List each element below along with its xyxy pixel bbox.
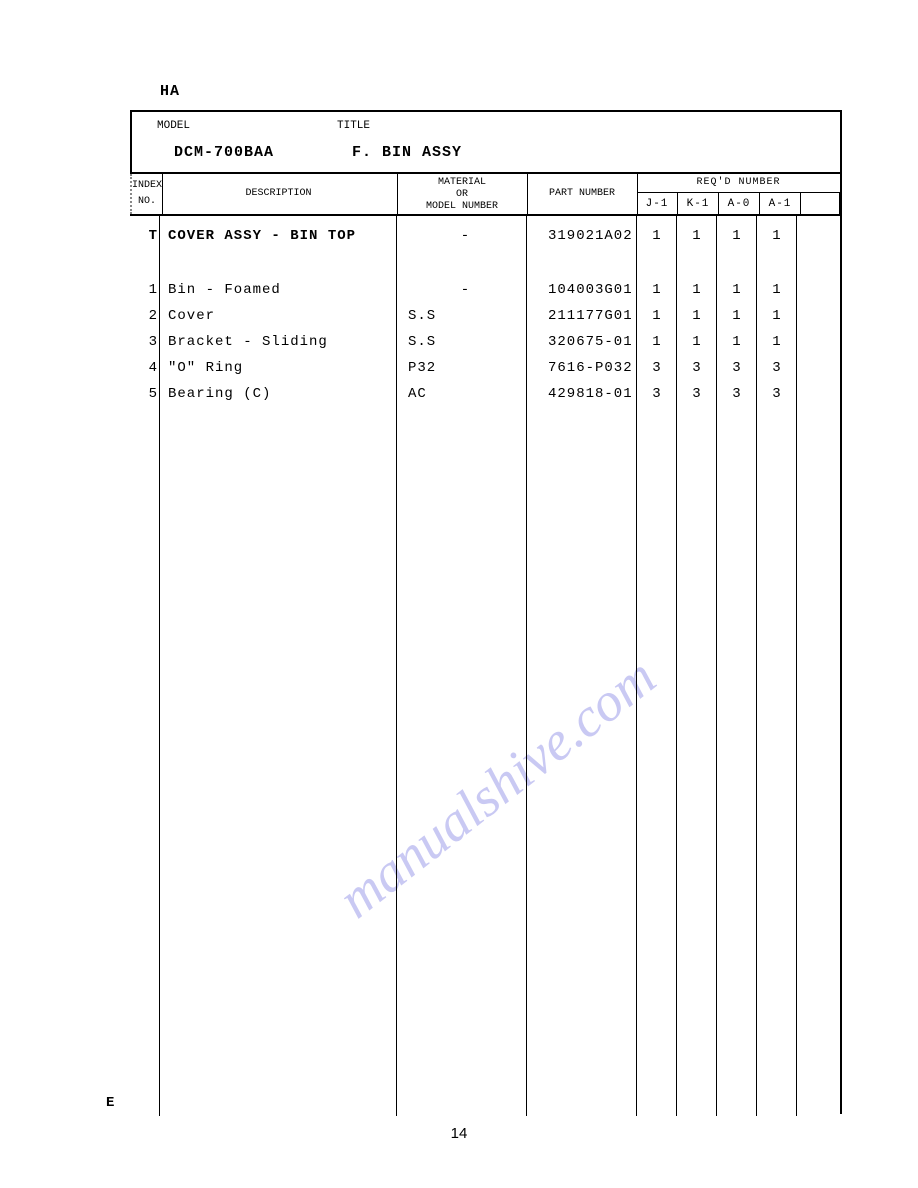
- title-value: F. BIN ASSY: [352, 144, 462, 161]
- cell-idx: T: [130, 228, 158, 244]
- cell-q3: 1: [757, 308, 797, 324]
- col-material: MATERIAL OR MODEL NUMBER: [397, 174, 528, 214]
- cell-q1: 1: [677, 282, 717, 298]
- cell-mat: S.S: [408, 308, 523, 324]
- col-reqd-header: REQ'D NUMBER: [637, 174, 840, 193]
- title-label: TITLE: [337, 120, 370, 132]
- cell-q2: 1: [717, 308, 757, 324]
- cell-q1: 1: [677, 228, 717, 244]
- cell-q0: 3: [637, 360, 677, 376]
- col-index: INDEX NO.: [130, 174, 163, 214]
- cell-mat: -: [408, 228, 523, 244]
- cell-q2: 1: [717, 334, 757, 350]
- cell-idx: 1: [130, 282, 158, 298]
- table-row: 2CoverS.S211177G011111: [130, 308, 840, 332]
- col-material-l1: MATERIAL: [397, 177, 527, 188]
- cell-q3: 1: [757, 228, 797, 244]
- cell-part: 104003G01: [548, 282, 643, 298]
- table-row: 4"O" RingP327616-P0323333: [130, 360, 840, 384]
- watermark: manualshive.com: [326, 645, 667, 931]
- cell-q0: 1: [637, 334, 677, 350]
- qty-col-2: A-0: [719, 193, 760, 215]
- data-area: manualshive.com TCOVER ASSY - BIN TOP-31…: [130, 216, 840, 1116]
- cell-q2: 1: [717, 282, 757, 298]
- cell-q1: 3: [677, 360, 717, 376]
- cell-q1: 1: [677, 334, 717, 350]
- cell-part: 7616-P032: [548, 360, 643, 376]
- qty-col-0: J-1: [637, 193, 678, 215]
- col-description: DESCRIPTION: [160, 174, 398, 214]
- col-index-l2: NO.: [132, 196, 162, 207]
- cell-idx: 3: [130, 334, 158, 350]
- cell-q1: 1: [677, 308, 717, 324]
- cell-q0: 1: [637, 282, 677, 298]
- model-label: MODEL: [157, 120, 190, 132]
- table-row: 1Bin - Foamed-104003G011111: [130, 282, 840, 306]
- col-reqd-subcols: J-1 K-1 A-0 A-1: [637, 193, 840, 215]
- parts-table-box: MODEL DCM-700BAA TITLE F. BIN ASSY INDEX…: [130, 110, 842, 1114]
- qty-col-spare: [801, 193, 840, 215]
- cell-mat: -: [408, 282, 523, 298]
- page: HA MODEL DCM-700BAA TITLE F. BIN ASSY IN…: [0, 0, 918, 1188]
- cell-desc: Bin - Foamed: [168, 282, 393, 298]
- cell-q2: 3: [717, 386, 757, 402]
- cell-desc: Bracket - Sliding: [168, 334, 393, 350]
- cell-part: 429818-01: [548, 386, 643, 402]
- side-marker: E: [106, 1095, 114, 1111]
- cell-q0: 3: [637, 386, 677, 402]
- qty-col-3: A-1: [760, 193, 801, 215]
- cell-q3: 3: [757, 360, 797, 376]
- cell-q3: 1: [757, 334, 797, 350]
- cell-q2: 1: [717, 228, 757, 244]
- page-number: 14: [0, 1125, 918, 1142]
- column-headers: INDEX NO. DESCRIPTION MATERIAL OR MODEL …: [130, 174, 840, 216]
- cell-desc: Bearing (C): [168, 386, 393, 402]
- cell-q1: 3: [677, 386, 717, 402]
- cell-q2: 3: [717, 360, 757, 376]
- cell-q0: 1: [637, 308, 677, 324]
- col-part-number: PART NUMBER: [527, 174, 638, 214]
- col-index-l1: INDEX: [132, 180, 162, 191]
- cell-q3: 1: [757, 282, 797, 298]
- top-label: HA: [160, 83, 180, 100]
- cell-mat: P32: [408, 360, 523, 376]
- cell-part: 320675-01: [548, 334, 643, 350]
- col-material-l2: OR: [397, 189, 527, 200]
- cell-desc: Cover: [168, 308, 393, 324]
- cell-idx: 5: [130, 386, 158, 402]
- col-reqd: REQ'D NUMBER J-1 K-1 A-0 A-1: [637, 174, 840, 214]
- header-section: MODEL DCM-700BAA TITLE F. BIN ASSY: [130, 112, 840, 174]
- qty-col-1: K-1: [678, 193, 719, 215]
- table-row: TCOVER ASSY - BIN TOP-319021A021111: [130, 228, 840, 252]
- table-row: 5Bearing (C)AC429818-013333: [130, 386, 840, 410]
- model-value: DCM-700BAA: [174, 144, 274, 161]
- cell-idx: 4: [130, 360, 158, 376]
- table-row: 3Bracket - SlidingS.S320675-011111: [130, 334, 840, 358]
- cell-q0: 1: [637, 228, 677, 244]
- cell-q3: 3: [757, 386, 797, 402]
- cell-mat: S.S: [408, 334, 523, 350]
- cell-mat: AC: [408, 386, 523, 402]
- cell-idx: 2: [130, 308, 158, 324]
- cell-part: 319021A02: [548, 228, 643, 244]
- cell-desc: COVER ASSY - BIN TOP: [168, 228, 393, 244]
- col-material-l3: MODEL NUMBER: [397, 201, 527, 212]
- cell-desc: "O" Ring: [168, 360, 393, 376]
- cell-part: 211177G01: [548, 308, 643, 324]
